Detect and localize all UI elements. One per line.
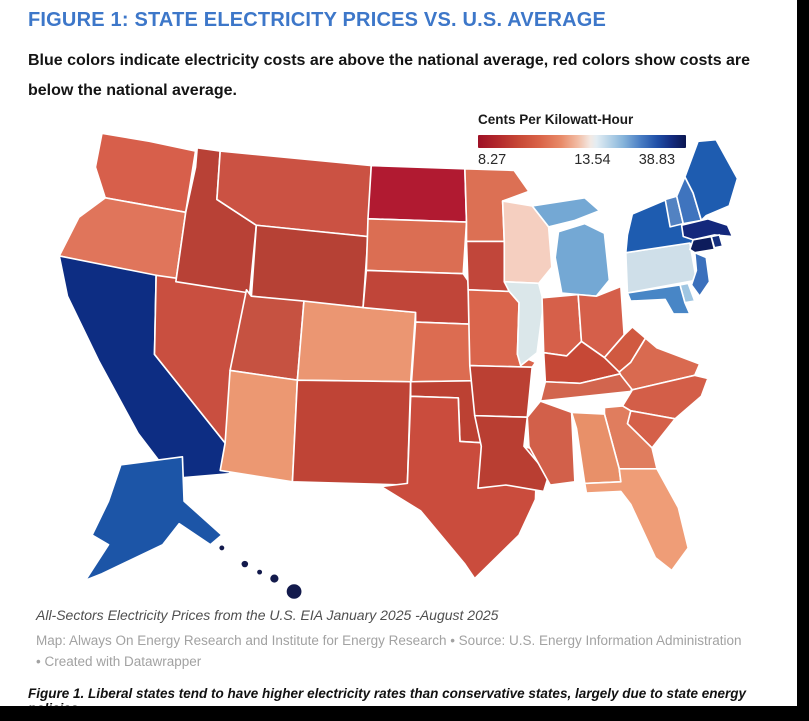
- state-ME[interactable]: [684, 138, 739, 222]
- state-WY[interactable]: [250, 224, 369, 309]
- state-AR[interactable]: [468, 364, 534, 419]
- color-scale-legend: Cents Per Kilowatt-Hour 8.27 13.54 38.83: [478, 112, 690, 170]
- state-NJ[interactable]: [690, 251, 711, 298]
- legend-mid-value: 13.54: [574, 152, 611, 168]
- legend-gradient-bar: [478, 135, 686, 148]
- legend-max-value: 38.83: [638, 152, 676, 168]
- state-LA[interactable]: [473, 414, 550, 493]
- state-SD[interactable]: [365, 217, 468, 275]
- state-HI-molokai[interactable]: [255, 568, 264, 577]
- state-FL[interactable]: [583, 468, 690, 572]
- state-ND[interactable]: [367, 164, 468, 223]
- us-choropleth-map: [10, 122, 790, 606]
- state-HI-oahu[interactable]: [239, 559, 250, 569]
- source-note: All-Sectors Electricity Prices from the …: [36, 607, 499, 623]
- state-CT[interactable]: [689, 235, 716, 254]
- state-HI-big-island[interactable]: [285, 582, 304, 601]
- legend-labels: 8.27 13.54 38.83: [478, 152, 686, 170]
- state-NM[interactable]: [291, 379, 412, 486]
- state-CO[interactable]: [296, 300, 417, 383]
- legend-min-value: 8.27: [478, 152, 507, 168]
- state-MI-lower[interactable]: [554, 222, 611, 298]
- state-MD[interactable]: [626, 284, 691, 315]
- us-map-svg: [58, 132, 739, 601]
- state-MS[interactable]: [526, 400, 576, 486]
- state-VA[interactable]: [618, 337, 701, 391]
- state-AZ[interactable]: [219, 369, 299, 483]
- screenshot-border-right: [797, 0, 809, 721]
- screenshot-border-bottom: [0, 706, 809, 721]
- map-attribution: Map: Always On Energy Research and Insti…: [36, 633, 742, 669]
- state-HI-kauai[interactable]: [217, 543, 226, 552]
- state-MI-upper[interactable]: [531, 197, 601, 228]
- state-AK[interactable]: [84, 455, 223, 581]
- state-TX[interactable]: [380, 395, 538, 580]
- legend-title: Cents Per Kilowatt-Hour: [478, 112, 634, 127]
- figure-title: FIGURE 1: STATE ELECTRICITY PRICES VS. U…: [28, 9, 607, 31]
- state-HI-maui[interactable]: [268, 572, 281, 585]
- state-IL[interactable]: [503, 280, 545, 367]
- figure-subtitle: Blue colors indicate electricity costs a…: [28, 52, 751, 100]
